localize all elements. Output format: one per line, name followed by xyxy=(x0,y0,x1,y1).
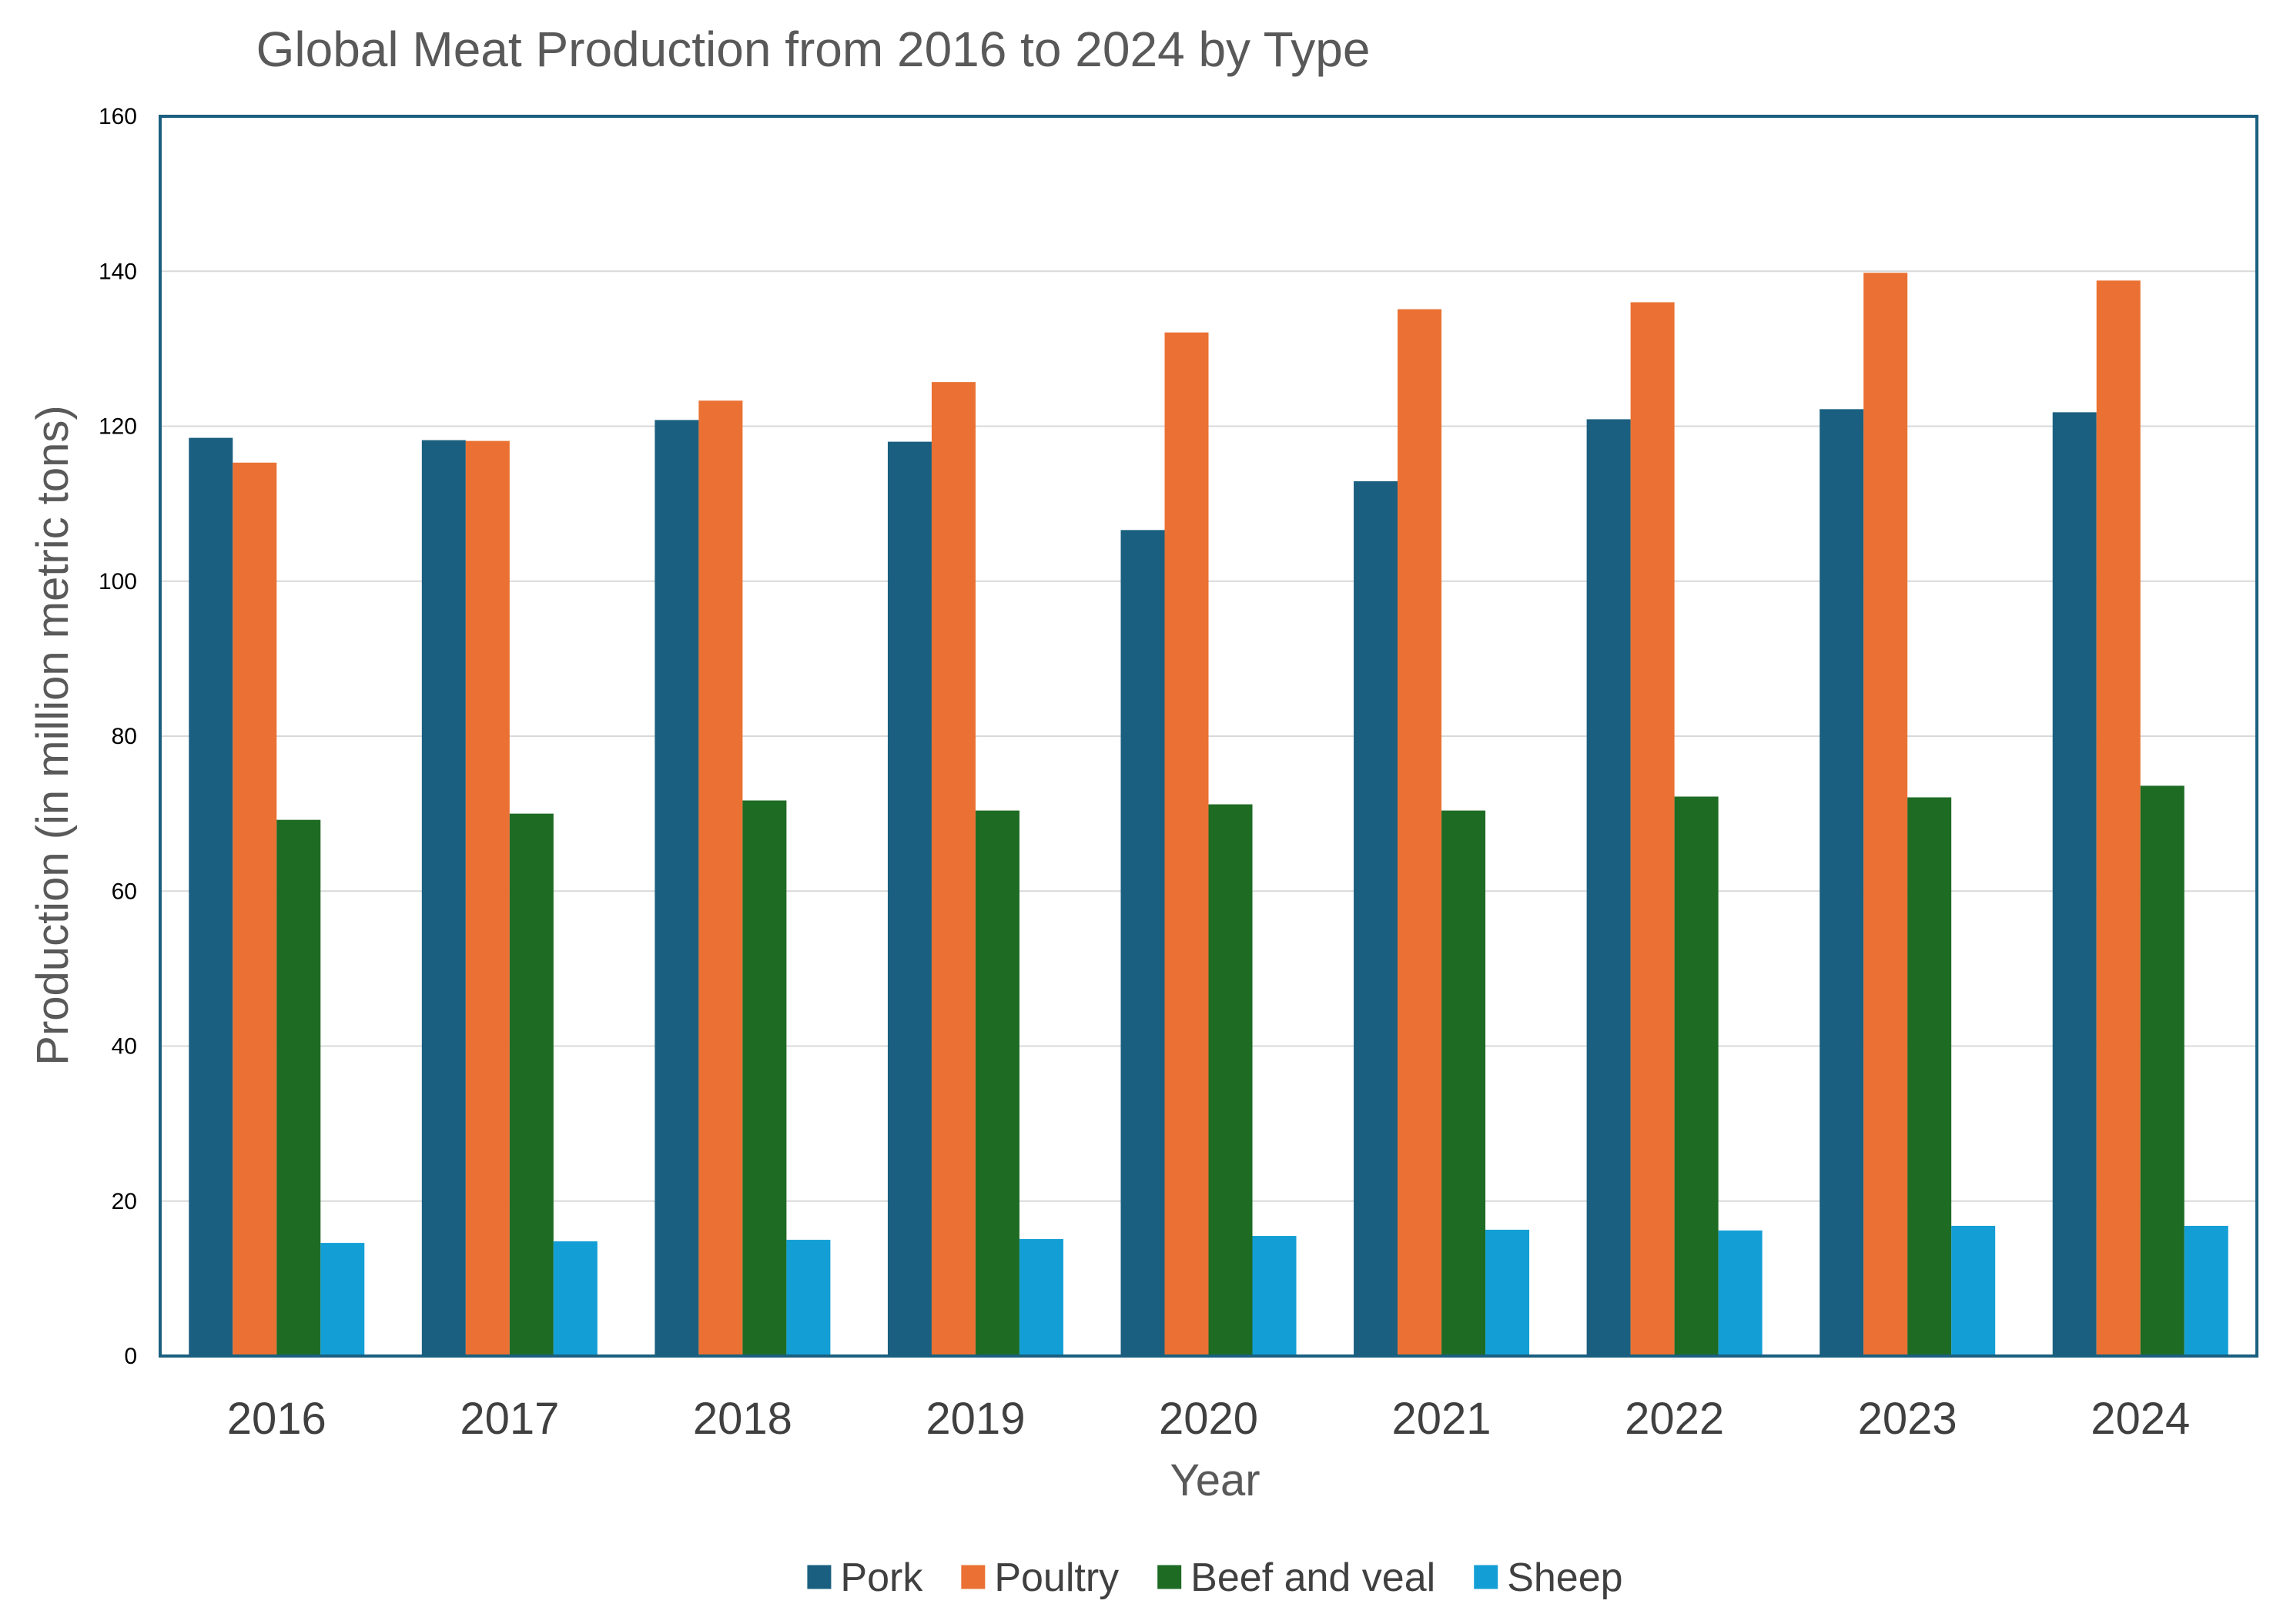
y-axis-ticks: 0 20 40 60 80 100 120 140 160 xyxy=(99,104,137,1369)
bar xyxy=(1820,409,1864,1356)
legend: Pork Poultry Beef and veal Sheep xyxy=(807,1555,1623,1600)
bar xyxy=(786,1240,831,1356)
legend-label: Pork xyxy=(840,1555,923,1600)
x-tick-label: 2016 xyxy=(227,1394,326,1444)
chart-title: Global Meat Production from 2016 to 2024… xyxy=(256,22,1371,77)
y-tick-label: 40 xyxy=(112,1034,137,1060)
legend-label: Beef and veal xyxy=(1190,1555,1435,1600)
bar xyxy=(1485,1229,1530,1356)
bar xyxy=(2140,785,2185,1356)
legend-swatch xyxy=(1474,1565,1498,1589)
x-tick-label: 2019 xyxy=(926,1394,1025,1444)
bar xyxy=(189,437,233,1356)
legend-swatch xyxy=(807,1565,832,1589)
bar xyxy=(1586,419,1631,1356)
y-tick-label: 100 xyxy=(99,569,137,594)
bar xyxy=(276,819,321,1356)
bar xyxy=(509,813,554,1356)
x-tick-label: 2022 xyxy=(1625,1394,1724,1444)
x-tick-label: 2017 xyxy=(460,1394,559,1444)
bar xyxy=(1019,1239,1063,1356)
bar xyxy=(1863,273,1908,1357)
bar xyxy=(465,440,510,1356)
x-axis-ticks: 2016 2017 2018 2019 2020 2021 2022 2023 2024 xyxy=(227,1394,2190,1444)
bar xyxy=(233,462,277,1357)
y-tick-label: 20 xyxy=(112,1189,137,1214)
series-beef-and-veal xyxy=(276,785,2185,1356)
y-tick-label: 160 xyxy=(99,104,137,129)
bar xyxy=(1630,302,1675,1356)
x-tick-label: 2023 xyxy=(1858,1394,1957,1444)
bar xyxy=(1441,810,1486,1356)
y-tick-label: 60 xyxy=(112,879,137,904)
bar xyxy=(1164,332,1209,1356)
legend-label: Sheep xyxy=(1507,1555,1622,1600)
bar xyxy=(1951,1225,1996,1356)
y-tick-label: 0 xyxy=(124,1344,137,1369)
y-tick-label: 80 xyxy=(112,724,137,749)
bar xyxy=(553,1241,598,1356)
bar xyxy=(887,441,932,1356)
bar xyxy=(2184,1225,2228,1356)
y-tick-label: 140 xyxy=(99,259,137,284)
bar xyxy=(2052,412,2097,1357)
bar xyxy=(1120,530,1165,1356)
bar xyxy=(655,420,699,1357)
legend-label: Poultry xyxy=(994,1555,1119,1600)
bar xyxy=(1674,796,1719,1356)
bar xyxy=(1398,309,1442,1356)
x-tick-label: 2021 xyxy=(1392,1394,1492,1444)
y-tick-label: 120 xyxy=(99,414,137,440)
series-sheep xyxy=(320,1225,2228,1356)
x-tick-label: 2024 xyxy=(2091,1394,2190,1444)
x-tick-label: 2020 xyxy=(1159,1394,1258,1444)
legend-swatch xyxy=(961,1565,986,1589)
bar xyxy=(421,440,466,1356)
series-poultry xyxy=(233,273,2141,1357)
bar xyxy=(1252,1236,1297,1356)
bar xyxy=(931,382,976,1356)
bar xyxy=(320,1243,365,1356)
legend-swatch xyxy=(1157,1565,1182,1589)
x-axis-label: Year xyxy=(1170,1455,1260,1505)
y-axis-label: Production (in million metric tons) xyxy=(28,405,78,1065)
bar xyxy=(1907,797,1952,1356)
series-pork xyxy=(189,409,2097,1357)
bar xyxy=(975,810,1019,1356)
bar xyxy=(742,800,787,1356)
bar xyxy=(698,400,743,1357)
bar xyxy=(2096,280,2141,1357)
bar xyxy=(1354,481,1398,1356)
bars xyxy=(189,273,2228,1357)
bar xyxy=(1208,804,1253,1356)
plot-area-frame xyxy=(159,115,2258,1358)
bar xyxy=(1718,1230,1763,1356)
x-tick-label: 2018 xyxy=(693,1394,792,1444)
